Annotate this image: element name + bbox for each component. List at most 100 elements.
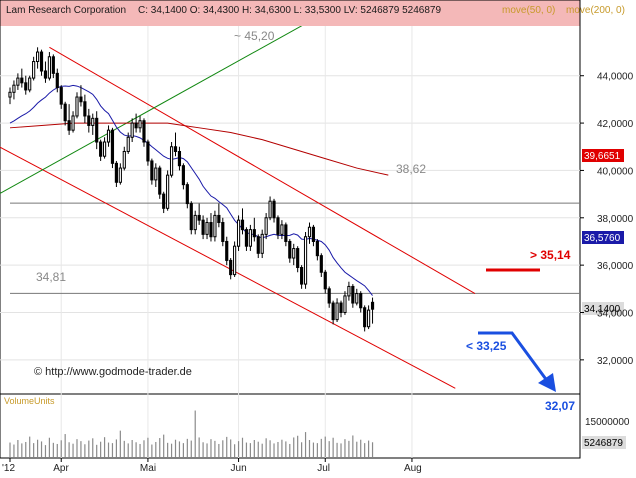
y-tick-label: 40,0000 bbox=[597, 166, 634, 177]
svg-text:39,6651: 39,6651 bbox=[584, 151, 621, 162]
candle-body bbox=[256, 236, 260, 254]
candle-body bbox=[355, 293, 359, 304]
candle-body bbox=[370, 301, 375, 310]
last-volume-tag: 5246879 bbox=[584, 438, 623, 449]
candle-body bbox=[205, 222, 209, 235]
peak-label: ~ 45,20 bbox=[234, 29, 275, 43]
candle-body bbox=[181, 165, 185, 186]
quote-line: C: 34,1400 O: 34,4300 H: 34,6300 L: 33,5… bbox=[138, 5, 441, 16]
channel-upper-line bbox=[49, 46, 476, 294]
candle-body bbox=[59, 87, 63, 105]
candle-body bbox=[209, 222, 213, 238]
candle-body bbox=[75, 96, 79, 117]
candle-body bbox=[197, 214, 201, 221]
header-background bbox=[0, 0, 580, 26]
last-volume-tag-bg bbox=[582, 436, 626, 449]
candle-body bbox=[343, 295, 347, 313]
candle-body bbox=[240, 219, 245, 231]
candle-body bbox=[51, 56, 55, 74]
candle-body bbox=[319, 255, 323, 273]
candle-body bbox=[47, 56, 51, 79]
candle-body bbox=[102, 141, 107, 157]
ma200-label: move(200, 0) bbox=[566, 5, 625, 16]
y-tick-label: 38,0000 bbox=[597, 214, 634, 225]
candle-body bbox=[162, 193, 166, 209]
candle-body bbox=[288, 240, 292, 259]
candle-body bbox=[217, 214, 221, 224]
chart-title: Lam Research Corporation bbox=[6, 5, 126, 16]
candle-body bbox=[8, 91, 12, 98]
candle-body bbox=[43, 70, 48, 79]
x-tick-label: Jun bbox=[231, 463, 247, 474]
candle-body bbox=[114, 162, 118, 183]
candle-body bbox=[284, 224, 288, 242]
main-panel-frame bbox=[0, 0, 581, 395]
ma50-price-tag: 36,5760 bbox=[582, 231, 624, 244]
candle-body bbox=[63, 103, 67, 122]
candle-body bbox=[359, 293, 363, 309]
candle-body bbox=[79, 96, 83, 103]
breakout-label: > 35,14 bbox=[530, 248, 571, 262]
candle-body bbox=[177, 150, 182, 167]
candle-body bbox=[134, 122, 138, 129]
x-tick-label: Apr bbox=[53, 463, 69, 474]
candle-body bbox=[236, 219, 241, 247]
candle-body bbox=[221, 222, 225, 242]
candle-body bbox=[351, 285, 355, 304]
grid-lines bbox=[0, 75, 580, 361]
candle-body bbox=[268, 200, 272, 219]
x-tick-label: Mai bbox=[140, 463, 156, 474]
candle-body bbox=[39, 51, 44, 72]
candle-body bbox=[347, 285, 351, 297]
candle-body bbox=[71, 115, 75, 131]
ma50-label: move(50, 0) bbox=[502, 5, 555, 16]
candle-body bbox=[233, 245, 237, 276]
candle-body bbox=[12, 84, 16, 93]
target-arrow-head bbox=[538, 373, 556, 392]
resistance-label: 38,62 bbox=[396, 162, 426, 176]
x-tick-label: Jul bbox=[317, 463, 330, 474]
candle-body bbox=[276, 217, 280, 235]
candle-body bbox=[327, 288, 331, 304]
candle-body bbox=[311, 226, 316, 242]
candle-body bbox=[83, 101, 87, 117]
x-tick-label: Aug bbox=[404, 463, 422, 474]
uptrend-line bbox=[0, 26, 303, 195]
candle-body bbox=[213, 214, 217, 238]
candle-body bbox=[335, 302, 339, 321]
copyright-text: © http://www.godmode-trader.de bbox=[34, 366, 192, 378]
y-tick-label: 32,0000 bbox=[597, 356, 634, 367]
candle-body bbox=[201, 219, 205, 235]
candle-body bbox=[173, 146, 178, 152]
channel-lower-line bbox=[0, 146, 456, 389]
candle-body bbox=[110, 129, 115, 164]
candle-body bbox=[138, 120, 142, 129]
ma200-line bbox=[9, 122, 389, 176]
y-tick-label: 34,0000 bbox=[597, 308, 634, 319]
candle-body bbox=[24, 82, 28, 91]
y-axis-labels: 32,0000 34,0000 36,0000 38,0000 40,0000 42,00… bbox=[580, 72, 634, 367]
candle-body bbox=[122, 150, 126, 169]
candle-body bbox=[296, 248, 300, 269]
candle-body bbox=[130, 122, 134, 138]
breakdown-label: < 33,25 bbox=[466, 339, 507, 353]
candle-body bbox=[146, 141, 150, 162]
candle-body bbox=[307, 226, 312, 238]
candle-body bbox=[166, 174, 170, 209]
candle-body bbox=[169, 146, 174, 176]
last-price-tag: 34,1400 bbox=[582, 302, 624, 315]
candle-body bbox=[158, 167, 162, 195]
candle-body bbox=[303, 236, 308, 285]
candle-body bbox=[20, 77, 24, 84]
candle-body bbox=[91, 117, 95, 126]
candle-body bbox=[339, 302, 343, 313]
candle-body bbox=[331, 302, 335, 321]
candle-body bbox=[363, 307, 367, 328]
candle-body bbox=[106, 129, 111, 143]
month-separators bbox=[60, 26, 413, 458]
candle-body bbox=[185, 184, 189, 205]
candle-body bbox=[272, 200, 276, 219]
svg-text:36,5760: 36,5760 bbox=[584, 233, 621, 244]
candle-body bbox=[28, 77, 32, 91]
